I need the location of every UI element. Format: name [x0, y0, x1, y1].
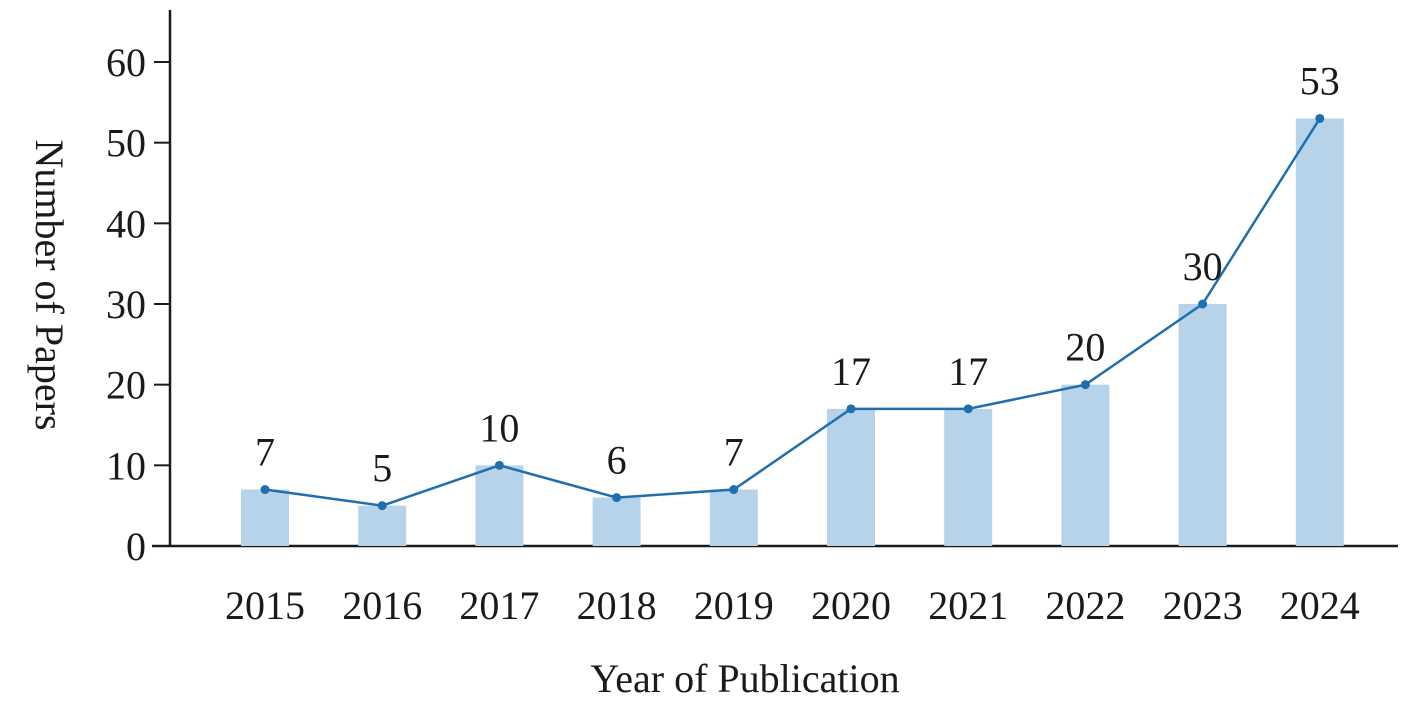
data-label: 7 — [724, 430, 744, 475]
x-tick-label: 2016 — [342, 583, 422, 628]
y-ticks: 0 10 20 30 40 50 60 — [106, 40, 170, 569]
x-tick-label: 2019 — [694, 583, 774, 628]
y-tick-label: 50 — [106, 121, 146, 166]
data-point — [729, 485, 739, 495]
data-point — [377, 501, 387, 511]
data-point — [963, 404, 973, 414]
bar — [827, 408, 875, 546]
bar — [475, 465, 524, 546]
bar — [241, 489, 289, 546]
data-label: 7 — [255, 430, 275, 475]
y-tick-label: 20 — [106, 363, 146, 408]
x-tick-label: 2022 — [1045, 583, 1125, 628]
x-axis-title: Year of Publication — [590, 656, 899, 701]
y-tick-label: 0 — [126, 524, 146, 569]
data-point — [846, 404, 856, 414]
y-axis-title: Number of Papers — [27, 139, 72, 430]
x-tick-label: 2018 — [577, 583, 657, 628]
y-tick-label: 30 — [106, 282, 146, 327]
data-label: 53 — [1300, 58, 1340, 103]
bar — [592, 497, 641, 546]
data-point — [1080, 380, 1090, 390]
bar — [709, 489, 758, 546]
data-point — [1198, 299, 1208, 309]
data-labels: 7 5 10 6 7 17 17 20 30 53 — [255, 58, 1340, 490]
bar — [1295, 118, 1344, 546]
x-tick-label: 2023 — [1163, 583, 1243, 628]
bar — [358, 505, 407, 546]
data-label: 20 — [1065, 325, 1105, 370]
y-tick-label: 10 — [106, 443, 146, 488]
line-series — [260, 113, 1325, 511]
data-label: 10 — [479, 405, 519, 450]
data-label: 17 — [831, 349, 871, 394]
x-tick-label: 2020 — [811, 583, 891, 628]
data-point — [260, 485, 270, 495]
data-label: 30 — [1183, 244, 1223, 289]
bar — [944, 408, 993, 546]
data-label: 17 — [948, 349, 988, 394]
bar — [1178, 304, 1227, 546]
x-tick-label: 2015 — [225, 583, 305, 628]
y-tick-label: 60 — [106, 40, 146, 85]
data-label: 6 — [607, 438, 627, 483]
data-point — [1315, 113, 1325, 123]
x-ticks: 2015 2016 2017 2018 2019 2020 2021 2022 2023 2024 — [225, 583, 1360, 628]
x-tick-label: 2024 — [1280, 583, 1360, 628]
bar — [1061, 384, 1110, 546]
data-point — [612, 493, 622, 503]
x-tick-label: 2017 — [459, 583, 539, 628]
data-point — [494, 460, 504, 470]
data-label: 5 — [372, 446, 392, 491]
series-line — [264, 117, 1321, 507]
x-tick-label: 2021 — [928, 583, 1008, 628]
y-tick-label: 40 — [106, 201, 146, 246]
bars — [241, 118, 1344, 546]
